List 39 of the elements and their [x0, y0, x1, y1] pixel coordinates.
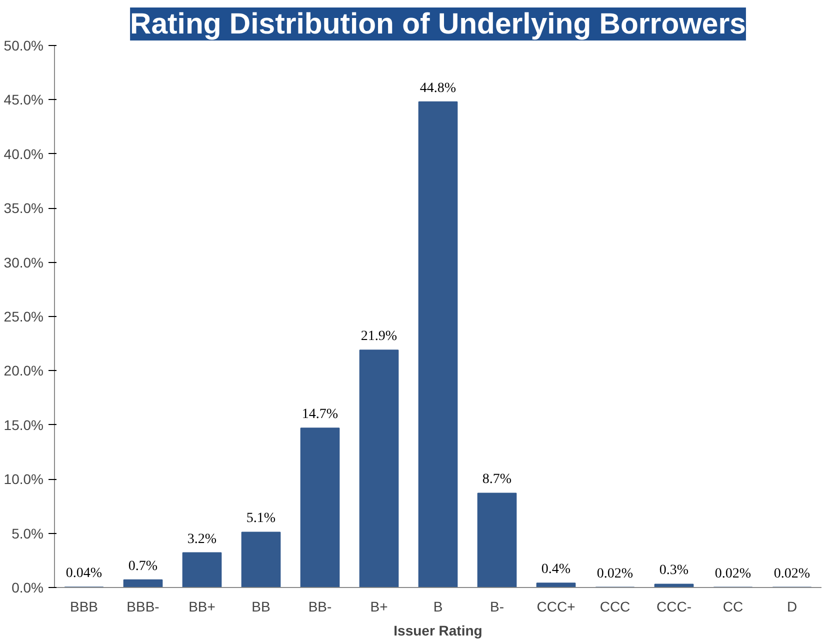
- x-tick-label: BBB: [70, 598, 98, 614]
- x-tick-label: CCC: [600, 598, 630, 614]
- data-label: 8.7%: [482, 472, 512, 488]
- data-label: 0.02%: [774, 566, 810, 582]
- y-tick-label: 15.0%: [4, 416, 44, 433]
- y-tick-label: 20.0%: [4, 362, 44, 379]
- x-tick-label: D: [786, 598, 798, 614]
- y-tick-label: 30.0%: [4, 254, 44, 270]
- data-label: 0.02%: [714, 566, 752, 582]
- data-label: 3.2%: [187, 532, 217, 547]
- data-label: 5.1%: [246, 511, 276, 526]
- y-tick-label: 40.0%: [4, 146, 44, 162]
- x-tick-label: BB: [252, 598, 270, 614]
- x-tick-label: B+: [370, 598, 388, 614]
- data-label: 0.3%: [659, 563, 689, 578]
- x-axis-title: Issuer Rating: [394, 622, 482, 638]
- x-tick-label: B: [433, 598, 443, 614]
- x-tick-label: BB-: [308, 598, 332, 614]
- x-tick-label: CCC+: [536, 598, 576, 614]
- y-tick-label: 10.0%: [4, 471, 44, 488]
- data-label: 21.9%: [360, 329, 398, 344]
- data-label: 0.4%: [541, 562, 571, 578]
- x-tick-label: BB+: [188, 598, 216, 614]
- y-tick-label: 50.0%: [4, 38, 44, 54]
- x-tick-label: B-: [490, 598, 504, 614]
- data-label: 0.04%: [66, 566, 102, 582]
- y-tick-label: 0.0%: [12, 580, 44, 596]
- y-tick-label: 5.0%: [12, 525, 44, 542]
- data-label: 0.7%: [128, 558, 158, 574]
- y-tick-label: 45.0%: [4, 92, 44, 108]
- x-tick-label: BBB-: [126, 598, 160, 614]
- data-label: 14.7%: [302, 407, 338, 422]
- data-label: 44.8%: [420, 80, 456, 96]
- y-tick-label: 35.0%: [4, 200, 44, 216]
- chart-title: Rating Distribution of Underlying Borrowers: [130, 8, 746, 40]
- x-tick-label: CC: [722, 598, 744, 614]
- x-tick-label: CCC-: [656, 598, 692, 614]
- data-label: 0.02%: [596, 566, 634, 582]
- y-tick-label: 25.0%: [4, 308, 44, 324]
